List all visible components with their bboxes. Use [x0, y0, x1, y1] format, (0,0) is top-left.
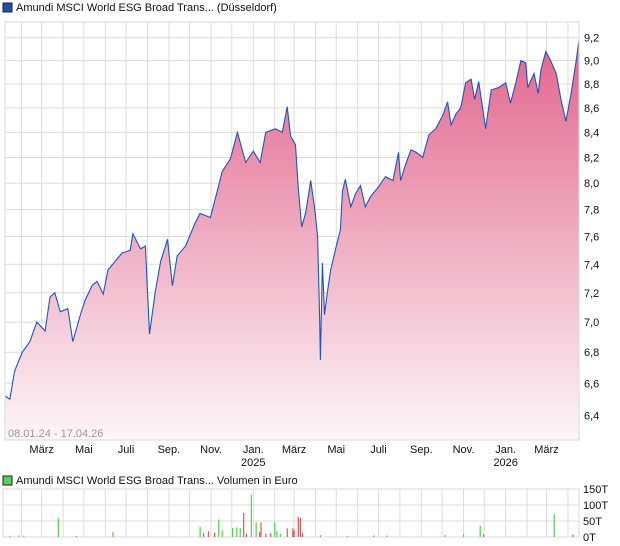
volume-chart-title: Amundi MSCI World ESG Broad Trans... Vol…: [16, 475, 298, 487]
volume-legend-swatch: [2, 475, 13, 486]
y-tick-label: 8,4: [584, 127, 599, 139]
volume-bar: [199, 526, 201, 537]
volume-bar: [301, 533, 304, 537]
x-tick-label: Mai: [327, 444, 345, 456]
volume-bar: [319, 535, 322, 537]
volume-bar: [276, 531, 278, 537]
volume-bars: [9, 494, 574, 537]
volume-bar: [232, 528, 234, 537]
volume-bar: [75, 536, 77, 537]
y-tick-label: 6,4: [584, 410, 599, 422]
y-tick-label: 9,0: [584, 56, 599, 68]
volume-bar: [260, 522, 262, 537]
volume-bar: [553, 514, 555, 537]
x-tick-label: März: [534, 444, 558, 456]
volume-bar: [270, 533, 272, 537]
price-line: [4, 39, 580, 401]
y-tick-label: 6,8: [584, 347, 599, 359]
volume-bar: [444, 535, 446, 537]
volume-tick-label: 150T: [583, 484, 608, 496]
volume-bar: [214, 532, 216, 537]
volume-bar: [218, 519, 220, 537]
volume-bar: [202, 533, 205, 537]
price-plot-frame: [4, 21, 580, 441]
volume-bar: [57, 518, 59, 537]
volume-bar: [245, 533, 248, 537]
volume-bar: [463, 534, 465, 537]
volume-bar: [265, 533, 267, 537]
volume-bar: [243, 513, 245, 537]
price-y-axis: 9,2 9,0 8,8 8,6 8,4 8,2 8,0 7,8 7,6 7,4 7,2 7,0 6,8 6…: [584, 33, 599, 423]
x-tick-label: Mai: [75, 444, 93, 456]
volume-bar: [479, 525, 481, 537]
volume-bar: [250, 494, 252, 537]
volume-bar: [386, 535, 388, 537]
volume-bar: [346, 535, 349, 537]
x-tick-label: Nov.: [453, 444, 475, 456]
y-tick-label: 8,2: [584, 152, 599, 164]
x-tick-label: Sep.: [410, 444, 433, 456]
date-range-label: 08.01.24 - 17.04.26: [8, 428, 103, 440]
volume-bar: [293, 530, 295, 537]
volume-bar: [9, 535, 11, 537]
volume-tick-label: 100T: [583, 500, 608, 512]
volume-bar: [239, 528, 241, 537]
y-tick-label: 8,0: [584, 178, 599, 190]
y-tick-label: 8,6: [584, 103, 599, 115]
volume-bar: [18, 535, 20, 537]
volume-bar: [255, 522, 257, 537]
y-tick-label: 7,6: [584, 232, 599, 244]
x-tick-label: März: [29, 444, 53, 456]
volume-bar: [221, 530, 223, 537]
y-tick-label: 7,4: [584, 259, 599, 271]
x-tick-label: Juli: [370, 444, 387, 456]
volume-bar: [373, 535, 375, 537]
price-area-fill: [5, 40, 579, 440]
y-tick-label: 7,8: [584, 204, 599, 216]
volume-plot-frame: [2, 488, 580, 538]
x-tick-label: Sep.: [158, 444, 181, 456]
x-tick-year: 2026: [493, 457, 517, 469]
volume-bar: [112, 531, 114, 537]
volume-grid: [2, 488, 580, 538]
volume-bar: [23, 535, 25, 537]
volume-tick-label: 50T: [583, 516, 602, 528]
volume-y-axis: 150T 100T 50T 0T: [583, 484, 608, 544]
y-tick-label: 9,2: [584, 33, 599, 45]
x-tick-label: Juli: [118, 444, 135, 456]
volume-bar: [286, 528, 288, 537]
price-legend-swatch: [2, 2, 13, 13]
y-tick-label: 7,0: [584, 317, 599, 329]
x-tick-label: Jan.: [243, 444, 264, 456]
volume-bar: [279, 533, 281, 537]
volume-bar: [292, 528, 294, 537]
x-tick-year: 2025: [241, 457, 265, 469]
volume-bar: [258, 532, 261, 537]
volume-bar: [236, 527, 238, 537]
y-tick-label: 8,8: [584, 79, 599, 91]
volume-tick-label: 0T: [583, 532, 596, 544]
volume-bar: [207, 531, 210, 537]
x-tick-label: Nov.: [200, 444, 222, 456]
volume-chart-header: Amundi MSCI World ESG Broad Trans... Vol…: [2, 475, 298, 487]
volume-bar: [299, 518, 301, 537]
volume-bar: [297, 517, 299, 537]
volume-bar: [572, 534, 574, 537]
y-tick-label: 7,2: [584, 288, 599, 300]
price-chart-title: Amundi MSCI World ESG Broad Trans... (Dü…: [16, 2, 277, 14]
volume-bar: [483, 534, 485, 537]
y-tick-label: 6,6: [584, 378, 599, 390]
price-chart-header: Amundi MSCI World ESG Broad Trans... (Dü…: [2, 2, 277, 14]
x-tick-label: Jan.: [495, 444, 516, 456]
x-tick-label: März: [282, 444, 306, 456]
volume-bar: [274, 522, 276, 537]
